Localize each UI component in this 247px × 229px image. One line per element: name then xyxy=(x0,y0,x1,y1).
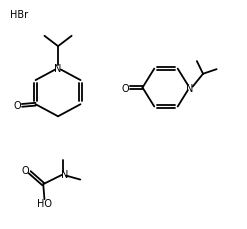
Text: HO: HO xyxy=(38,198,52,208)
Text: HBr: HBr xyxy=(10,10,28,20)
Text: N: N xyxy=(61,170,68,180)
Text: O: O xyxy=(14,101,21,111)
Text: N: N xyxy=(54,64,62,74)
Text: O: O xyxy=(22,166,29,176)
Text: N: N xyxy=(186,83,193,93)
Text: O: O xyxy=(122,83,129,93)
